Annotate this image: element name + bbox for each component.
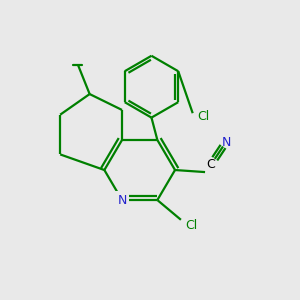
Text: Cl: Cl: [197, 110, 209, 123]
Text: Cl: Cl: [185, 219, 198, 232]
Text: N: N: [117, 194, 127, 207]
Text: C: C: [206, 158, 215, 171]
Text: N: N: [222, 136, 231, 149]
